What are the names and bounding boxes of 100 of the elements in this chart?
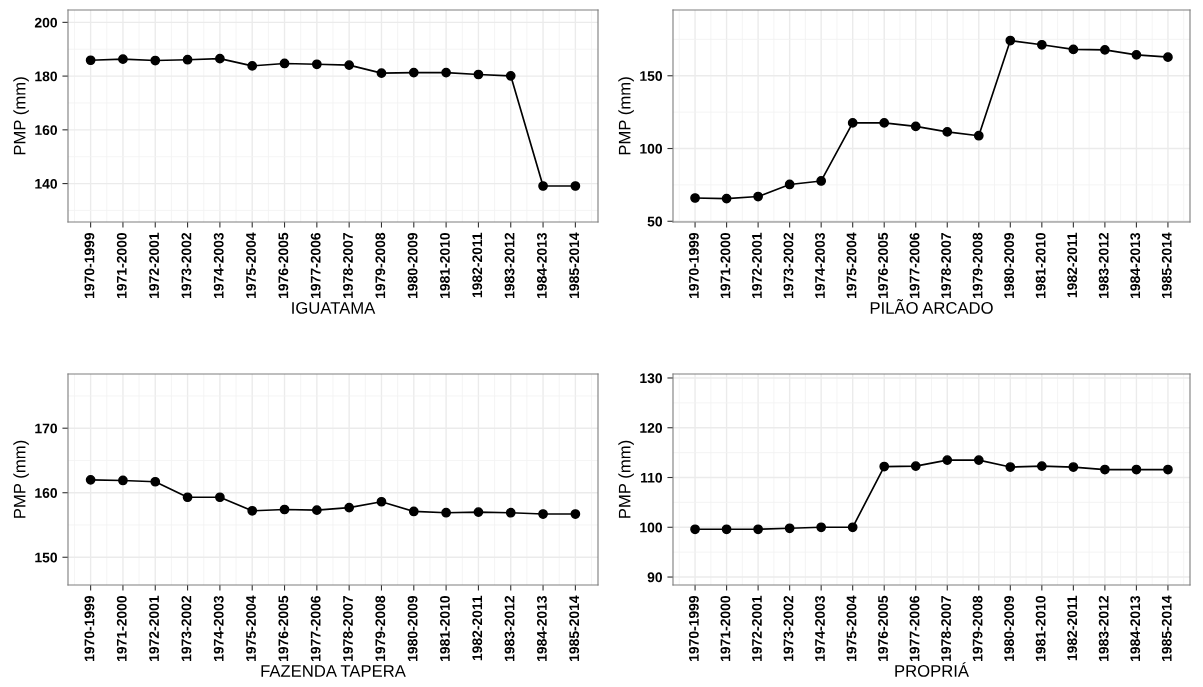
x-tick-label: 1980-2009	[1004, 232, 1015, 298]
x-tick-label: 1980-2009	[407, 232, 418, 298]
x-tick-label: 1981-2010	[440, 232, 450, 298]
x-tick-label: 1978-2007	[941, 596, 951, 661]
x-tick-label: 1979-2008	[375, 232, 386, 298]
x-tick-label: 1981-2010	[1035, 232, 1046, 298]
point	[473, 507, 484, 517]
point	[441, 507, 451, 518]
point	[1036, 39, 1047, 50]
point	[85, 474, 96, 485]
x-tick-label: 1974-2003	[213, 595, 224, 661]
y-tick-label: 130	[640, 373, 663, 384]
point	[473, 69, 484, 80]
x-tick-label: 1975-2004	[246, 232, 256, 298]
x-tick-label: 1985-2014	[569, 595, 580, 661]
x-tick-label: 1973-2002	[783, 595, 794, 661]
point	[753, 191, 763, 202]
point	[505, 70, 516, 81]
x-tick-label: 1976-2005	[278, 595, 289, 661]
x-tick-label: 1982-2011	[1067, 232, 1078, 298]
point	[1068, 462, 1079, 472]
y-axis-title: PMP (mm)	[13, 440, 29, 518]
x-tick-label: 1985-2014	[1161, 232, 1172, 298]
point	[311, 59, 322, 70]
point	[847, 118, 858, 128]
point	[847, 522, 858, 533]
x-tick-label: 1983-2012	[1098, 232, 1109, 298]
point	[118, 475, 128, 486]
point	[690, 193, 700, 203]
x-tick-label: 1974-2003	[815, 595, 825, 661]
x-tick-label: 1971-2000	[116, 232, 127, 298]
x-tick-label: 1983-2012	[1098, 595, 1109, 661]
y-tick-label: 170	[35, 423, 58, 434]
x-tick-label: 1977-2006	[909, 232, 920, 298]
point	[973, 455, 984, 465]
point	[1100, 464, 1110, 475]
point	[784, 179, 795, 190]
point	[690, 524, 700, 535]
x-tick-label: 1979-2008	[972, 232, 983, 298]
x-tick-label: 1985-2014	[569, 232, 580, 298]
point	[538, 509, 548, 519]
x-tick-label: 1972-2001	[752, 595, 762, 661]
point	[279, 504, 290, 515]
x-tick-label: 1977-2006	[310, 595, 321, 661]
point	[505, 507, 516, 518]
point	[879, 461, 890, 472]
y-tick-label: 200	[34, 17, 58, 28]
x-tick-label: 1979-2008	[375, 595, 386, 661]
point	[408, 506, 419, 517]
x-tick-label: 1973-2002	[181, 232, 192, 298]
x-tick-label: 1975-2004	[246, 595, 256, 661]
point	[753, 524, 763, 535]
x-axis-title: FAZENDA TAPERA	[261, 665, 406, 677]
x-tick-label: 1978-2007	[343, 233, 353, 298]
x-axis-title: PILÃO ARCADO	[870, 299, 993, 314]
point	[344, 60, 355, 70]
point	[910, 121, 921, 132]
x-tick-label: 1983-2012	[504, 595, 515, 661]
y-tick-label: 90	[647, 572, 663, 583]
x-tick-label: 1979-2008	[972, 595, 983, 661]
x-tick-label: 1978-2007	[343, 596, 353, 661]
x-tick-label: 1980-2009	[1004, 595, 1015, 661]
x-tick-label: 1984-2013	[536, 232, 547, 298]
point	[215, 53, 225, 64]
point	[1036, 461, 1047, 471]
x-tick-label: 1976-2005	[878, 232, 888, 298]
x-tick-label: 1972-2001	[752, 232, 762, 298]
x-tick-label: 1972-2001	[149, 232, 159, 298]
point	[1005, 35, 1016, 46]
x-tick-label: 1984-2013	[1130, 595, 1141, 661]
y-axis-title: PMP (mm)	[618, 440, 634, 518]
x-tick-label: 1974-2003	[815, 232, 825, 298]
x-axis-title: PROPRIÁ	[895, 662, 969, 677]
point	[247, 61, 258, 71]
x-tick-label: 1974-2003	[213, 232, 224, 298]
point	[910, 461, 921, 471]
point	[85, 55, 96, 66]
point	[441, 67, 451, 78]
y-tick-label: 140	[35, 178, 58, 189]
point	[1131, 464, 1142, 475]
x-tick-label: 1981-2010	[1035, 595, 1046, 661]
point	[311, 505, 322, 516]
x-tick-label: 1983-2012	[504, 232, 515, 298]
point	[344, 502, 355, 513]
y-tick-label: 150	[35, 552, 58, 563]
point	[1163, 464, 1173, 475]
y-tick-label: 100	[640, 522, 663, 533]
x-tick-label: 1981-2010	[440, 595, 450, 661]
point	[816, 522, 827, 533]
x-tick-label: 1972-2001	[149, 595, 159, 661]
point	[1100, 45, 1110, 55]
x-tick-label: 1976-2005	[878, 595, 888, 661]
point	[973, 130, 984, 141]
point	[721, 524, 732, 535]
point	[1131, 49, 1142, 60]
y-axis-title: PMP (mm)	[618, 77, 634, 155]
point	[118, 54, 128, 65]
point	[942, 127, 953, 137]
point	[408, 67, 419, 78]
x-tick-label: 1970-1999	[688, 595, 699, 661]
